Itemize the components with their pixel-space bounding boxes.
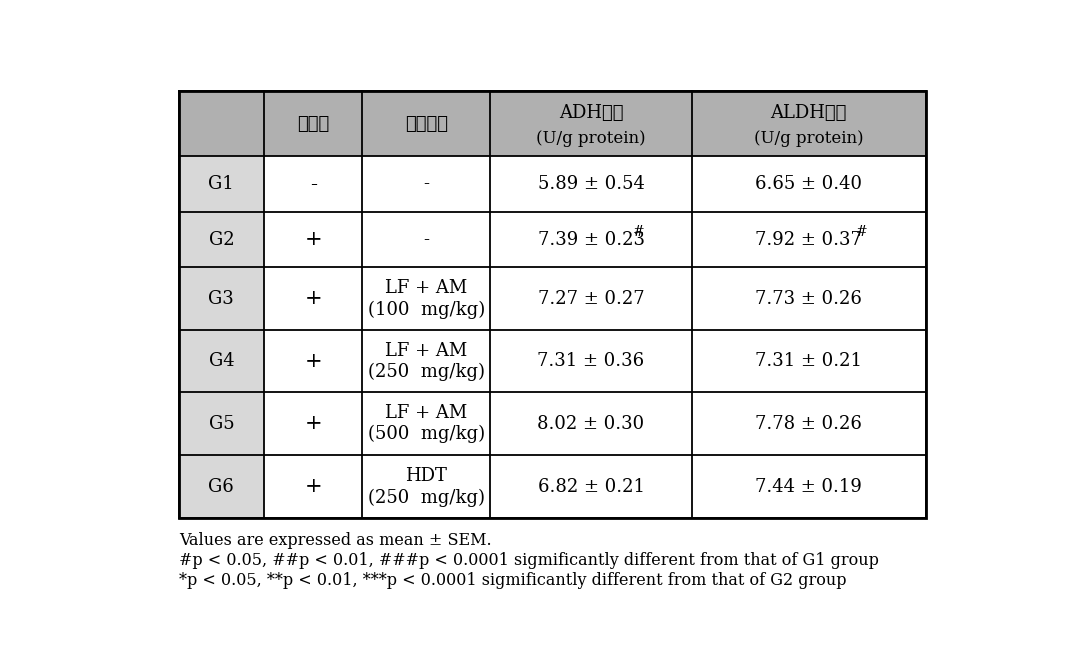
Bar: [179, 156, 264, 212]
Text: (U/g protein): (U/g protein): [754, 130, 863, 147]
Text: #: #: [633, 225, 645, 239]
Text: Values are expressed as mean ± SEM.: Values are expressed as mean ± SEM.: [179, 532, 491, 549]
Bar: [490, 330, 691, 392]
Bar: [363, 330, 490, 392]
Text: +: +: [304, 477, 322, 496]
Bar: [179, 330, 264, 392]
Bar: [264, 392, 363, 455]
Bar: [490, 392, 691, 455]
Bar: [264, 330, 363, 392]
Text: #: #: [856, 225, 868, 239]
Text: 7.92 ± 0.37: 7.92 ± 0.37: [755, 230, 862, 249]
Bar: [691, 455, 926, 518]
Bar: [490, 267, 691, 330]
Text: 6.82 ± 0.21: 6.82 ± 0.21: [537, 478, 644, 496]
Text: G4: G4: [209, 352, 234, 370]
Text: G2: G2: [209, 230, 234, 249]
Text: 7.78 ± 0.26: 7.78 ± 0.26: [755, 414, 862, 433]
Text: (100  mg/kg): (100 mg/kg): [368, 301, 485, 318]
Text: +: +: [304, 289, 322, 308]
Bar: [179, 91, 926, 156]
Bar: [179, 455, 264, 518]
Text: 7.27 ± 0.27: 7.27 ± 0.27: [538, 290, 644, 308]
Text: 5.89 ± 0.54: 5.89 ± 0.54: [537, 175, 644, 193]
Bar: [691, 156, 926, 212]
Text: ADH활성: ADH활성: [559, 103, 623, 122]
Bar: [691, 392, 926, 455]
Bar: [691, 330, 926, 392]
Bar: [264, 267, 363, 330]
Text: 7.39 ± 0.23: 7.39 ± 0.23: [537, 230, 644, 249]
Text: 알코올: 알코올: [297, 115, 330, 132]
Text: ALDH활성: ALDH활성: [770, 103, 847, 122]
Text: 6.65 ± 0.40: 6.65 ± 0.40: [755, 175, 862, 193]
Text: +: +: [304, 352, 322, 371]
Bar: [490, 212, 691, 267]
Text: LF + AM: LF + AM: [385, 279, 468, 297]
Text: G3: G3: [209, 290, 234, 308]
Text: G6: G6: [209, 478, 234, 496]
Text: (250  mg/kg): (250 mg/kg): [368, 489, 485, 506]
Bar: [363, 392, 490, 455]
Bar: [363, 156, 490, 212]
Bar: [179, 392, 264, 455]
Text: 7.31 ± 0.36: 7.31 ± 0.36: [537, 352, 644, 370]
Bar: [691, 212, 926, 267]
Text: (500  mg/kg): (500 mg/kg): [368, 425, 485, 444]
Text: (250  mg/kg): (250 mg/kg): [368, 363, 485, 381]
Text: LF + AM: LF + AM: [385, 404, 468, 422]
Text: -: -: [309, 175, 317, 194]
Bar: [264, 156, 363, 212]
Text: G5: G5: [209, 414, 234, 433]
Text: *p < 0.05, **p < 0.01, ***p < 0.0001 sigmificantly different from that of G2 gro: *p < 0.05, **p < 0.01, ***p < 0.0001 sig…: [179, 572, 846, 589]
Text: -: -: [424, 230, 429, 249]
Text: 7.73 ± 0.26: 7.73 ± 0.26: [755, 290, 862, 308]
Text: +: +: [304, 230, 322, 249]
Text: G1: G1: [209, 175, 234, 193]
Bar: [691, 267, 926, 330]
Text: +: +: [304, 414, 322, 433]
Bar: [363, 212, 490, 267]
Bar: [179, 267, 264, 330]
Bar: [264, 455, 363, 518]
Text: 8.02 ± 0.30: 8.02 ± 0.30: [537, 414, 644, 433]
Text: HDT: HDT: [406, 467, 447, 485]
Text: 7.31 ± 0.21: 7.31 ± 0.21: [755, 352, 862, 370]
Bar: [490, 156, 691, 212]
Bar: [490, 455, 691, 518]
Bar: [179, 91, 926, 518]
Bar: [264, 212, 363, 267]
Text: 시험물질: 시험물질: [404, 115, 448, 132]
Bar: [179, 212, 264, 267]
Text: 7.44 ± 0.19: 7.44 ± 0.19: [755, 478, 862, 496]
Text: LF + AM: LF + AM: [385, 342, 468, 359]
Text: #p < 0.05, ##p < 0.01, ###p < 0.0001 sigmificantly different from that of G1 gro: #p < 0.05, ##p < 0.01, ###p < 0.0001 sig…: [179, 552, 878, 569]
Text: -: -: [424, 175, 429, 193]
Text: (U/g protein): (U/g protein): [536, 130, 646, 147]
Bar: [363, 455, 490, 518]
Bar: [363, 267, 490, 330]
